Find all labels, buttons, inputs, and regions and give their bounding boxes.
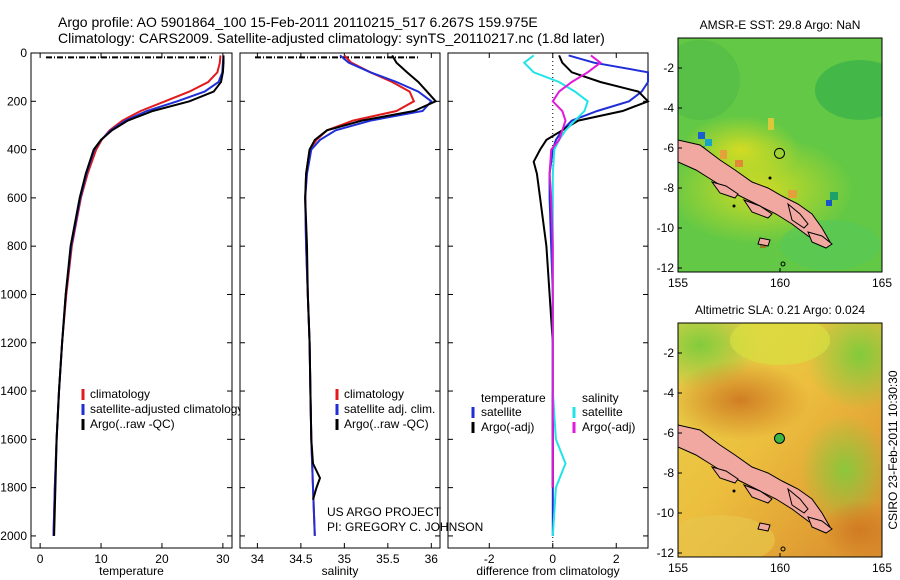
sst-map-ytick-label: -12 [657, 261, 675, 275]
temperature-ytick-label: 1600 [0, 432, 27, 446]
temperature-ytick-label: 1800 [0, 481, 27, 495]
salinity-legend-label: Argo(..raw -QC) [344, 417, 429, 431]
difference-series-salinity-argo [548, 54, 603, 488]
temperature-ytick-label: 0 [20, 46, 27, 60]
map-axes: AMSR-E SST: 29.8 Argo: NaN 155 160 165 -2 -4 -… [657, 18, 893, 575]
temperature-ytick-label: 600 [7, 191, 27, 205]
temperature-ytick-label: 1000 [0, 287, 27, 301]
figure-title-line2: Climatology: CARS2009. Satellite-adjuste… [58, 30, 605, 46]
temperature-xtick-label: 30 [216, 552, 230, 566]
salinity-legend-label: satellite adj. clim. [344, 402, 435, 416]
difference-legend-title-temperature: temperature [481, 391, 546, 405]
temperature-xtick-label: 20 [155, 552, 169, 566]
difference-xlabel: difference from climatology [476, 564, 619, 578]
sla-map-ytick-label: -12 [657, 546, 675, 560]
temperature-xtick-label: 0 [37, 552, 44, 566]
salinity-plot-frame [239, 52, 441, 549]
temperature-ytick-label: 200 [7, 94, 27, 108]
difference-legend-title-salinity: salinity [582, 391, 619, 405]
temperature-ytick-label: 800 [7, 239, 27, 253]
difference-xtick-label: 0 [549, 552, 556, 566]
difference-legend-label: satellite [481, 405, 522, 419]
temperature-legend-label: satellite-adjusted climatology [90, 402, 243, 416]
sst-map-ytick-label: -4 [663, 101, 674, 115]
sst-map-ytick-label: -8 [663, 181, 674, 195]
temperature-ytick-label: 400 [7, 143, 27, 157]
salinity-xtick-label: 34.5 [289, 552, 313, 566]
difference-xtick-label: -2 [484, 552, 495, 566]
temperature-plot-frame [30, 52, 233, 549]
timestamp-stamp: CSIRO 23-Feb-2011 10:30:30 [886, 370, 900, 530]
sla-map-ytick-label: -2 [663, 346, 674, 360]
project-credit: US ARGO PROJECT [327, 505, 442, 519]
temperature-xlabel: temperature [99, 564, 164, 578]
pi-credit: PI: GREGORY C. JOHNSON [327, 520, 483, 534]
sst-map-title: AMSR-E SST: 29.8 Argo: NaN [700, 18, 861, 32]
sla-map-xtick-label: 155 [668, 561, 688, 575]
temperature-legend-label: Argo(..raw -QC) [90, 417, 175, 431]
salinity-xtick-label: 35 [338, 552, 352, 566]
sla-map-ytick-label: -10 [657, 506, 675, 520]
salinity-xlabel: salinity [322, 564, 359, 578]
sla-map-xtick-label: 165 [872, 561, 892, 575]
difference-plot-frame [447, 52, 649, 549]
salinity-legend-label: climatology [344, 387, 404, 401]
salinity-xtick-label: 35.5 [376, 552, 400, 566]
sst-map-ytick-label: -10 [657, 221, 675, 235]
salinity-series-argo [304, 54, 438, 500]
sst-map-argo-marker [773, 147, 785, 159]
sla-map-argo-marker [773, 432, 785, 444]
sla-map-title: Altimetric SLA: 0.21 Argo: 0.024 [695, 303, 865, 317]
temperature-series-argo [53, 55, 225, 536]
sst-map-ytick-label: -2 [663, 61, 674, 75]
sst-map-ytick-label: -6 [663, 141, 674, 155]
sla-map [677, 322, 883, 558]
temperature-plot: 0 10 20 30 0 200 400 600 800 1000 1200 1400 1600 1800… [0, 46, 243, 578]
sst-map-xtick-label: 155 [668, 276, 688, 290]
temperature-xtick-label: 10 [94, 552, 108, 566]
sla-map-ytick-label: -4 [663, 386, 674, 400]
difference-legend-label: Argo(-adj) [481, 420, 534, 434]
salinity-xtick-label: 34 [251, 552, 265, 566]
sst-map-field [678, 38, 882, 272]
temperature-legend-label: climatology [90, 387, 150, 401]
salinity-plot: 34 34.5 35 35.5 36 salinity climatologysatelli… [239, 52, 441, 578]
sla-map-ytick-label: -8 [663, 466, 674, 480]
figure-title-line1: Argo profile: AO 5901864_100 15-Feb-2011… [58, 14, 538, 30]
sla-map-ytick-label: -6 [663, 426, 674, 440]
temperature-ytick-label: 1200 [0, 336, 27, 350]
salinity-xtick-label: 36 [425, 552, 439, 566]
temperature-ytick-label: 1400 [0, 384, 27, 398]
sla-map-xtick-label: 160 [770, 561, 790, 575]
sst-map-xtick-label: 165 [872, 276, 892, 290]
difference-legend-label: satellite [582, 405, 623, 419]
difference-legend-label: Argo(-adj) [582, 420, 635, 434]
difference-series-salinity-satellite [522, 54, 589, 536]
sst-map-xtick-label: 160 [770, 276, 790, 290]
sla-map-field [678, 323, 882, 557]
temperature-ytick-label: 2000 [0, 529, 27, 543]
sst-map [677, 37, 883, 273]
difference-xtick-label: 2 [613, 552, 620, 566]
